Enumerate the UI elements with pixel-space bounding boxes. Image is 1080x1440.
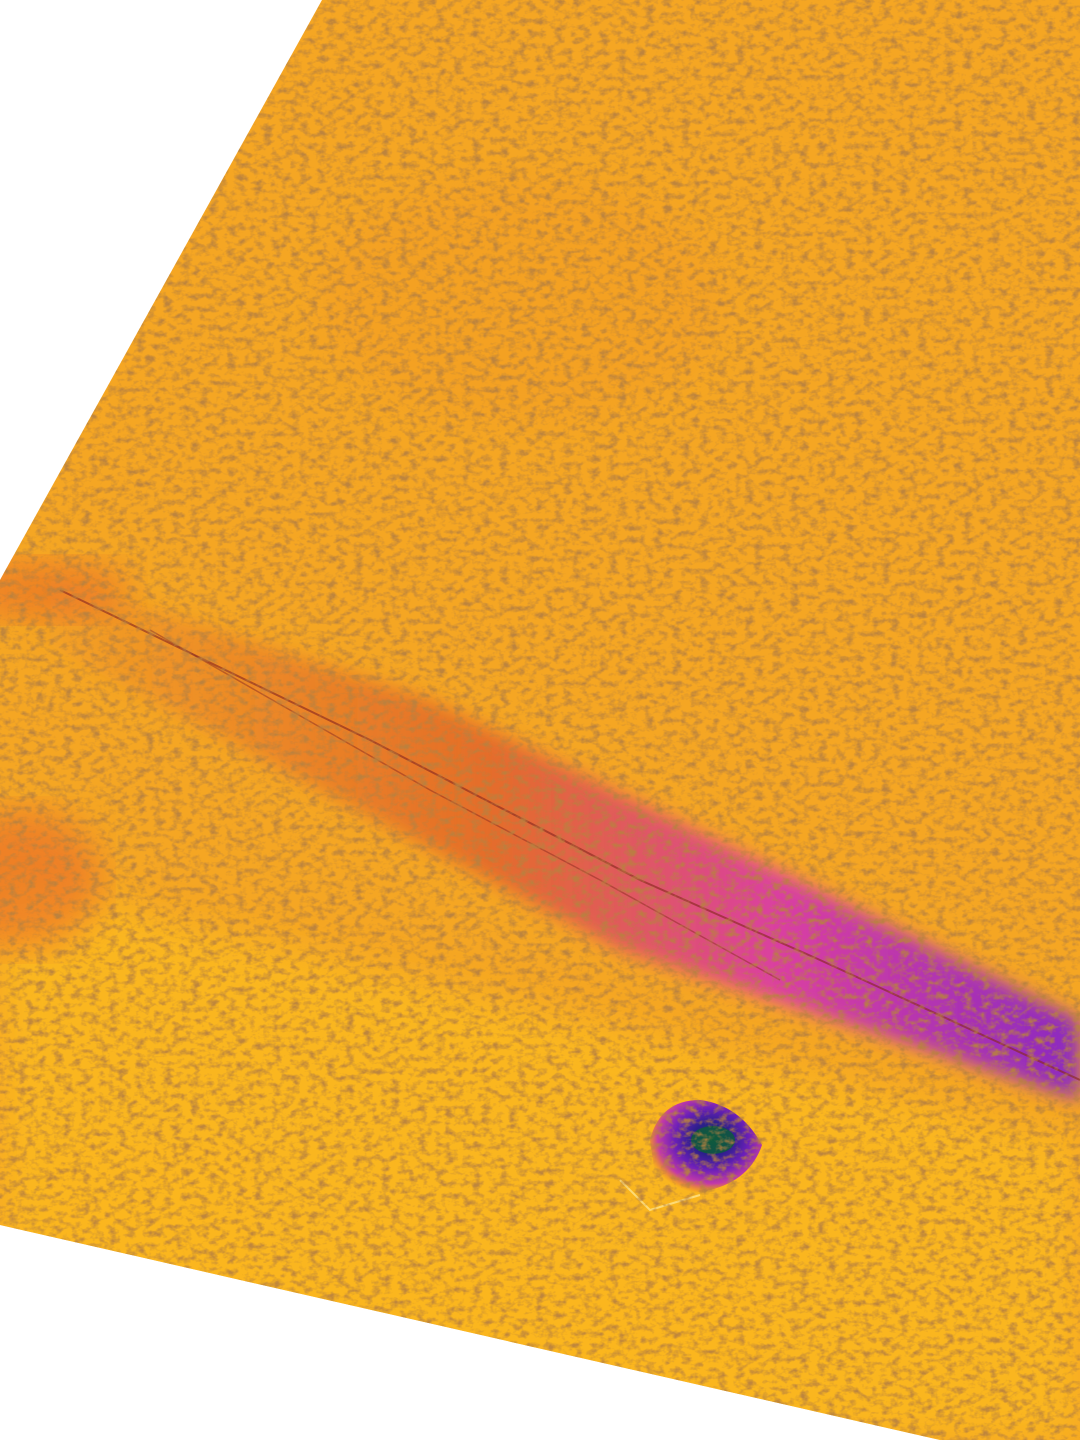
photo-frame xyxy=(0,0,1080,1440)
thermal-texture xyxy=(0,0,1080,1440)
thermal-image xyxy=(0,0,1080,1440)
